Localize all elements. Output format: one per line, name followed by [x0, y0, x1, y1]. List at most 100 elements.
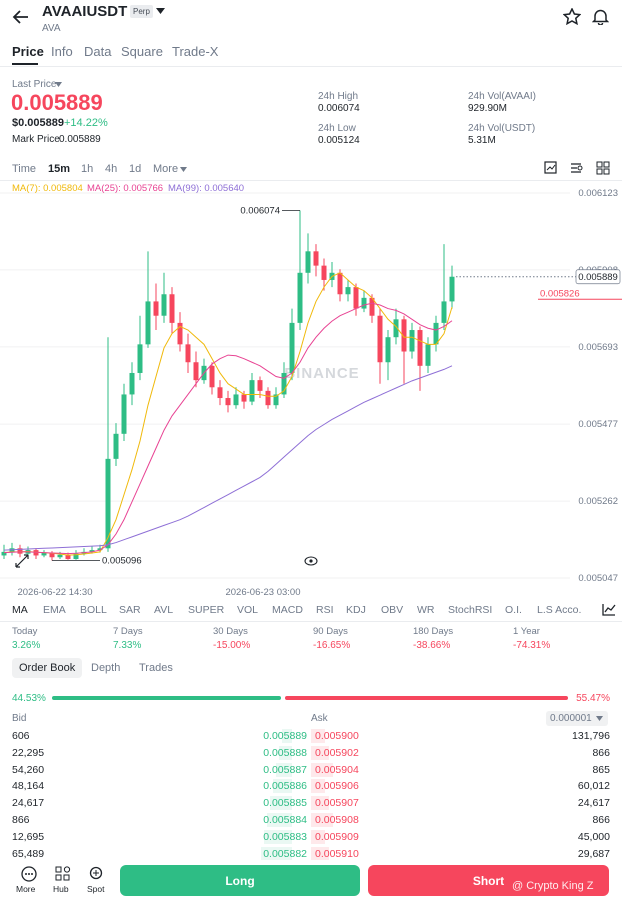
tab[interactable]: Data [84, 44, 112, 59]
back-button[interactable] [12, 9, 30, 25]
book-tab[interactable]: Depth [91, 662, 121, 674]
candle-body [337, 272, 343, 295]
indicator[interactable]: RSI [316, 604, 334, 616]
candle-body [257, 380, 263, 391]
alert-icon[interactable] [592, 8, 609, 25]
candle-body [65, 554, 71, 560]
indicator[interactable]: OBV [381, 604, 404, 616]
ask-price: 0.005906 [315, 780, 359, 793]
interval[interactable]: 4h [105, 163, 118, 175]
period-change: -16.65% [313, 640, 351, 651]
indicator[interactable]: BOLL [80, 604, 107, 616]
bid-price: 0.005886 [263, 780, 307, 793]
y-tick-label: 0.005047 [578, 573, 618, 584]
nav-item[interactable]: Spot [87, 884, 105, 894]
candle-body [33, 550, 39, 556]
expand-icon[interactable] [15, 554, 29, 568]
candle-body [377, 315, 383, 363]
indicator[interactable]: MACD [272, 604, 303, 616]
ask-depth [311, 846, 329, 861]
precision-box[interactable] [546, 711, 608, 726]
candle-body [105, 458, 111, 549]
ask-depth [311, 762, 333, 777]
symbol-title[interactable]: AVAAIUSDT [42, 3, 128, 20]
ask-header: Ask [311, 713, 328, 724]
book-tab[interactable]: Trades [139, 662, 173, 674]
interval[interactable]: 15m [48, 163, 71, 175]
candle-body [121, 394, 127, 434]
indicator[interactable]: SAR [119, 604, 141, 616]
interval[interactable]: 1h [81, 163, 94, 175]
watermark: @ Crypto King Z [512, 880, 594, 892]
legend-entry: MA(99): 0.005640 [168, 183, 244, 194]
nav-item[interactable]: More [16, 884, 36, 894]
dropdown-icon [55, 82, 62, 87]
indicator-settings[interactable] [602, 603, 616, 616]
visibility-icon[interactable] [304, 556, 318, 566]
candle-body [417, 330, 423, 366]
nav-item[interactable]: Hub [53, 884, 69, 894]
price-chart[interactable]: 0.0050470.0052620.0054770.0056930.005908… [0, 180, 622, 600]
indicator[interactable]: VOL [237, 604, 259, 616]
ask-depth [311, 813, 333, 827]
indicator[interactable]: MA [12, 604, 28, 616]
y-tick-label: 0.005693 [578, 342, 618, 353]
favorite-icon[interactable] [563, 8, 581, 25]
bid-depth [276, 762, 292, 777]
stat-value: 5.31M [468, 135, 496, 146]
mark-price-tag: 0.005826 [540, 288, 580, 299]
mark-price: 0.005889 [59, 134, 101, 145]
long-button[interactable]: Long [120, 865, 360, 896]
chart-tools[interactable] [544, 161, 614, 175]
indicator[interactable]: SUPER [188, 604, 225, 616]
book-tab[interactable]: Order Book [12, 658, 83, 678]
candle-body [449, 276, 455, 302]
bid-quantity: 48,164 [12, 780, 45, 793]
bid-quantity: 12,695 [12, 830, 45, 843]
indicator[interactable]: AVL [154, 604, 174, 616]
short-button[interactable]: Short [368, 865, 609, 896]
period-label: Today [12, 626, 38, 637]
candle-body [193, 362, 199, 381]
watermark: BINANCE [284, 365, 359, 382]
candle-body [1, 551, 7, 556]
last-price-label[interactable]: Last Price [12, 79, 57, 90]
nav-icons [21, 866, 103, 882]
price-change: +14.22% [64, 117, 108, 129]
indicator[interactable]: StochRSI [448, 604, 493, 616]
subtitle: AVA [42, 23, 61, 34]
bid-header: Bid [12, 713, 27, 724]
bid-quantity: 866 [12, 814, 30, 826]
indicator[interactable]: WR [417, 604, 435, 616]
candle-body [41, 552, 47, 556]
indicator[interactable]: O.I. [505, 604, 522, 616]
ask-price: 0.005908 [315, 814, 359, 826]
candle-body [145, 301, 151, 345]
indicator[interactable]: L.S Acco. [537, 604, 582, 616]
candle-body [369, 297, 375, 316]
bid-price: 0.005883 [263, 830, 307, 843]
ask-price: 0.005909 [315, 830, 359, 843]
tab[interactable]: Square [121, 44, 163, 59]
bid-depth [273, 779, 292, 794]
bid-ratio: 44.53% [12, 693, 46, 704]
candle-body [297, 272, 303, 323]
candle-body [393, 319, 399, 338]
last-price: 0.005889 [11, 90, 103, 115]
tab[interactable]: Info [51, 44, 73, 59]
indicator[interactable]: KDJ [346, 604, 366, 616]
bid-depth [267, 813, 292, 827]
candle-body [57, 554, 63, 558]
interval[interactable]: Time [12, 163, 37, 175]
period-change: 7.33% [113, 640, 142, 651]
stat-value: 929.90M [468, 103, 507, 114]
candle-body [137, 344, 143, 373]
indicator[interactable]: EMA [43, 604, 66, 616]
tab[interactable]: Trade-X [172, 44, 219, 59]
ask-quantity: 29,687 [577, 847, 610, 860]
interval[interactable]: More [153, 163, 179, 175]
tab[interactable]: Price [12, 44, 44, 59]
dropdown-icon[interactable] [156, 8, 165, 14]
candle-body [169, 294, 175, 323]
interval[interactable]: 1d [129, 163, 142, 175]
